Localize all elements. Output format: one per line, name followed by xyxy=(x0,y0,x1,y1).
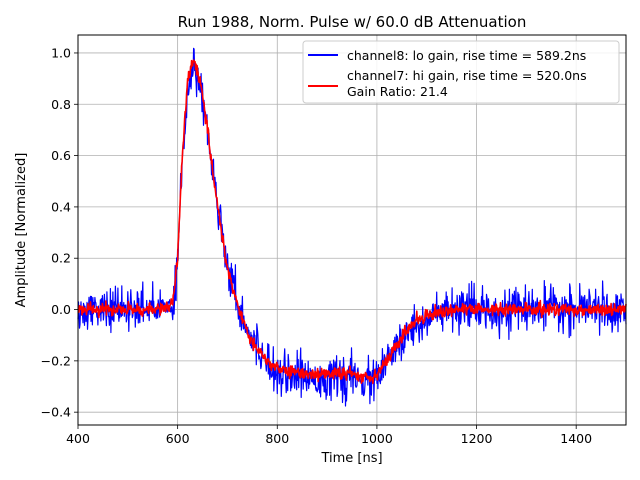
y-axis-label: Amplitude [Normalized] xyxy=(14,153,29,308)
y-tick-label: 0.8 xyxy=(51,97,71,112)
legend-label-channel7: channel7: hi gain, rise time = 520.0ns xyxy=(347,68,587,83)
x-tick-label: 600 xyxy=(166,431,190,446)
y-tick-label: −0.2 xyxy=(41,353,71,368)
x-tick-label: 800 xyxy=(265,431,289,446)
legend-box xyxy=(302,40,620,104)
legend-label-channel8: channel8: lo gain, rise time = 589.2ns xyxy=(347,48,586,63)
x-tick-label: 400 xyxy=(66,431,90,446)
y-tick-label: −0.4 xyxy=(41,405,71,420)
x-tick-label: 1200 xyxy=(461,431,493,446)
chart-title: Run 1988, Norm. Pulse w/ 60.0 dB Attenua… xyxy=(178,13,527,31)
ticks: 400 600 800 1000 1200 1400 −0.4 −0.2 0.0 0.2 0.4 0.… xyxy=(41,45,592,446)
y-tick-label: 1.0 xyxy=(51,45,71,60)
y-tick-label: 0.2 xyxy=(51,251,71,266)
plot-frame xyxy=(77,34,627,426)
series-line-channel7 xyxy=(77,59,627,385)
y-tick-label: 0.6 xyxy=(51,148,71,163)
y-tick-label: 0.4 xyxy=(51,199,71,214)
legend-note-gain-ratio: Gain Ratio: 21.4 xyxy=(347,84,448,99)
legend: channel8: lo gain, rise time = 589.2ns c… xyxy=(302,40,620,104)
y-tick-label: 0.0 xyxy=(51,302,71,317)
x-tick-label: 1400 xyxy=(560,431,592,446)
series-layer xyxy=(77,47,627,407)
x-axis-label: Time [ns] xyxy=(320,451,382,466)
x-tick-label: 1000 xyxy=(361,431,393,446)
